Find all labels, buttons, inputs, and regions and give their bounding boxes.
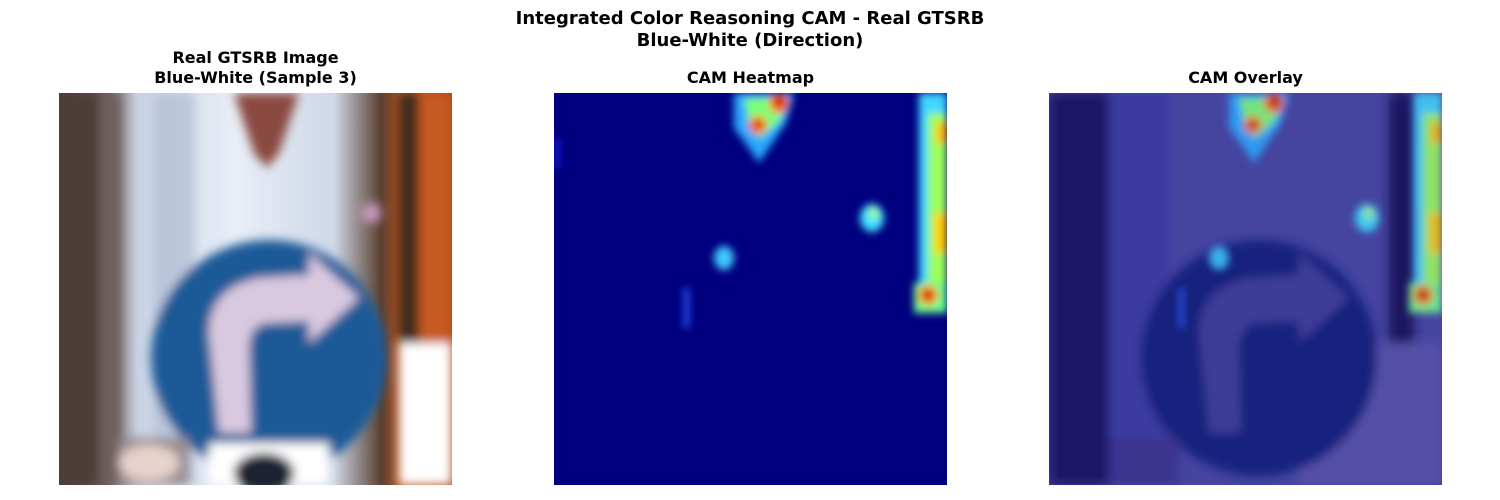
panel-title-cam-heatmap: CAM Heatmap: [686, 68, 815, 87]
cam-heatmap: [554, 93, 947, 485]
cam-heatmap-panel: [554, 93, 947, 485]
real-image: [59, 93, 452, 485]
figure-title-line2: Blue-White (Direction): [636, 30, 864, 51]
cam-overlay-panel: [1049, 93, 1442, 485]
figure-title: Integrated Color Reasoning CAM - Real GT…: [0, 8, 1500, 52]
panel-title-real-image-line2: Blue-White (Sample 3): [154, 68, 357, 87]
cam-overlay: [1049, 93, 1442, 485]
real-image-panel: [59, 93, 452, 485]
panel-title-cam-overlay: CAM Overlay: [1188, 68, 1303, 87]
figure-title-line1: Integrated Color Reasoning CAM - Real GT…: [515, 8, 985, 29]
panel-title-real-image: Real GTSRB Image Blue-White (Sample 3): [59, 48, 452, 88]
panel-title-real-image-line1: Real GTSRB Image: [172, 48, 339, 67]
